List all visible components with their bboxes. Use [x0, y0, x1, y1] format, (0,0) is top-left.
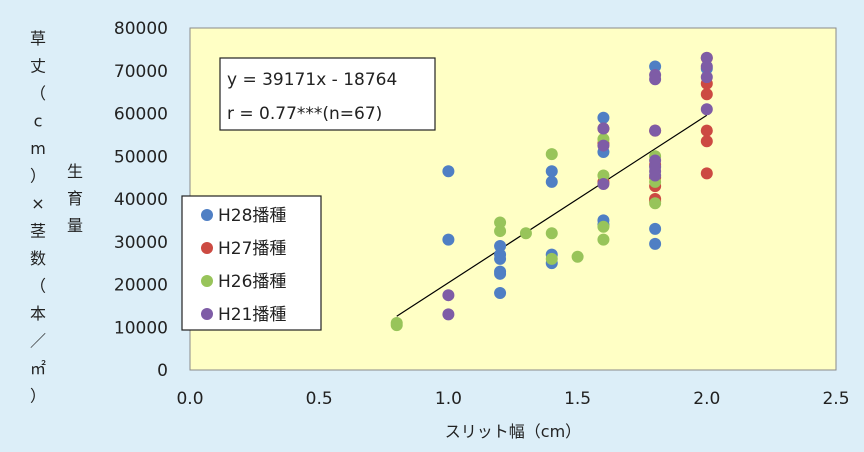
data-point-h28 [494, 240, 507, 253]
y-tick-label: 60000 [114, 105, 168, 125]
legend-label-h27: H27播種 [218, 239, 286, 259]
data-point-h26 [597, 169, 610, 182]
equation-box-frame [219, 57, 436, 131]
legend-label-h26: H26播種 [218, 272, 286, 292]
data-point-h26 [545, 252, 558, 265]
data-point-h26 [597, 233, 610, 246]
data-point-h28 [494, 267, 507, 280]
data-point-h21 [649, 169, 662, 182]
data-point-h27 [700, 124, 713, 137]
data-point-h28 [649, 237, 662, 250]
equation-text: y = 39171x - 18764 [227, 70, 397, 90]
data-point-h21 [649, 124, 662, 137]
data-point-h21 [700, 103, 713, 116]
data-point-h28 [442, 165, 455, 178]
r-value-text: r = 0.77***(n=67) [227, 104, 382, 124]
data-point-h21 [700, 60, 713, 73]
data-point-h28 [545, 165, 558, 178]
data-points [390, 51, 713, 332]
data-point-h27 [700, 135, 713, 148]
data-point-h21 [700, 51, 713, 64]
y-tick-label: 40000 [114, 190, 168, 210]
x-axis-ticks: 0.0 0.5 1.0 1.5 2.0 2.5 [176, 389, 849, 409]
y-axis-title-secondary: 生育量 [67, 162, 83, 235]
y-tick-label: 50000 [114, 147, 168, 167]
data-point-h21 [597, 139, 610, 152]
data-point-h28 [649, 60, 662, 73]
x-tick-label: 0.0 [176, 389, 203, 409]
legend-label-h21: H21播種 [218, 305, 286, 325]
y-axis-ticks: 0 10000 20000 30000 40000 50000 60000 70000 8000… [114, 19, 168, 381]
x-tick-label: 0.5 [306, 389, 333, 409]
data-point-h26 [545, 148, 558, 161]
data-point-h26 [519, 227, 532, 240]
data-point-h21 [649, 73, 662, 86]
data-point-h21 [597, 122, 610, 135]
data-point-h26 [649, 197, 662, 210]
x-axis-title: スリット幅（cm） [445, 422, 581, 441]
data-point-h27 [700, 88, 713, 101]
y-tick-label: 20000 [114, 276, 168, 296]
data-point-h26 [545, 227, 558, 240]
equation-box: y = 39171x - 18764 r = 0.77***(n=67) [219, 57, 436, 131]
data-point-h28 [649, 222, 662, 235]
legend-marker-h28 [201, 209, 213, 221]
x-tick-label: 2.5 [822, 389, 849, 409]
data-point-h28 [442, 233, 455, 246]
data-point-h26 [390, 319, 403, 332]
y-tick-label: 80000 [114, 19, 168, 39]
data-point-h21 [597, 178, 610, 191]
legend-marker-h21 [201, 308, 213, 320]
x-tick-label: 1.5 [564, 389, 591, 409]
legend: H28播種 H27播種 H26播種 H21播種 [181, 195, 322, 331]
data-point-h27 [700, 167, 713, 180]
data-point-h28 [494, 252, 507, 265]
trendline [396, 114, 708, 317]
y-axis-title: 草丈（ c m ）×茎数（本／㎡） 生育量 [30, 29, 83, 406]
data-point-h26 [494, 225, 507, 238]
data-point-h21 [442, 289, 455, 302]
y-axis-title-main: 草丈（ c m ）×茎数（本／㎡） [30, 29, 46, 406]
legend-items: H28播種 H27播種 H26播種 H21播種 [201, 206, 286, 325]
data-point-h26 [494, 216, 507, 229]
legend-marker-h26 [201, 275, 213, 287]
data-point-h28 [494, 287, 507, 300]
y-tick-label: 70000 [114, 62, 168, 82]
data-point-h28 [545, 175, 558, 188]
legend-label-h28: H28播種 [218, 206, 286, 226]
data-point-h26 [597, 220, 610, 233]
y-tick-label: 30000 [114, 233, 168, 253]
data-point-h21 [442, 308, 455, 321]
legend-marker-h27 [201, 242, 213, 254]
data-point-h26 [571, 250, 584, 263]
x-tick-label: 1.0 [435, 389, 462, 409]
data-point-h21 [700, 71, 713, 84]
data-point-h28 [597, 111, 610, 124]
y-tick-label: 10000 [114, 318, 168, 338]
x-tick-label: 2.0 [693, 389, 720, 409]
y-tick-label: 0 [157, 361, 168, 381]
